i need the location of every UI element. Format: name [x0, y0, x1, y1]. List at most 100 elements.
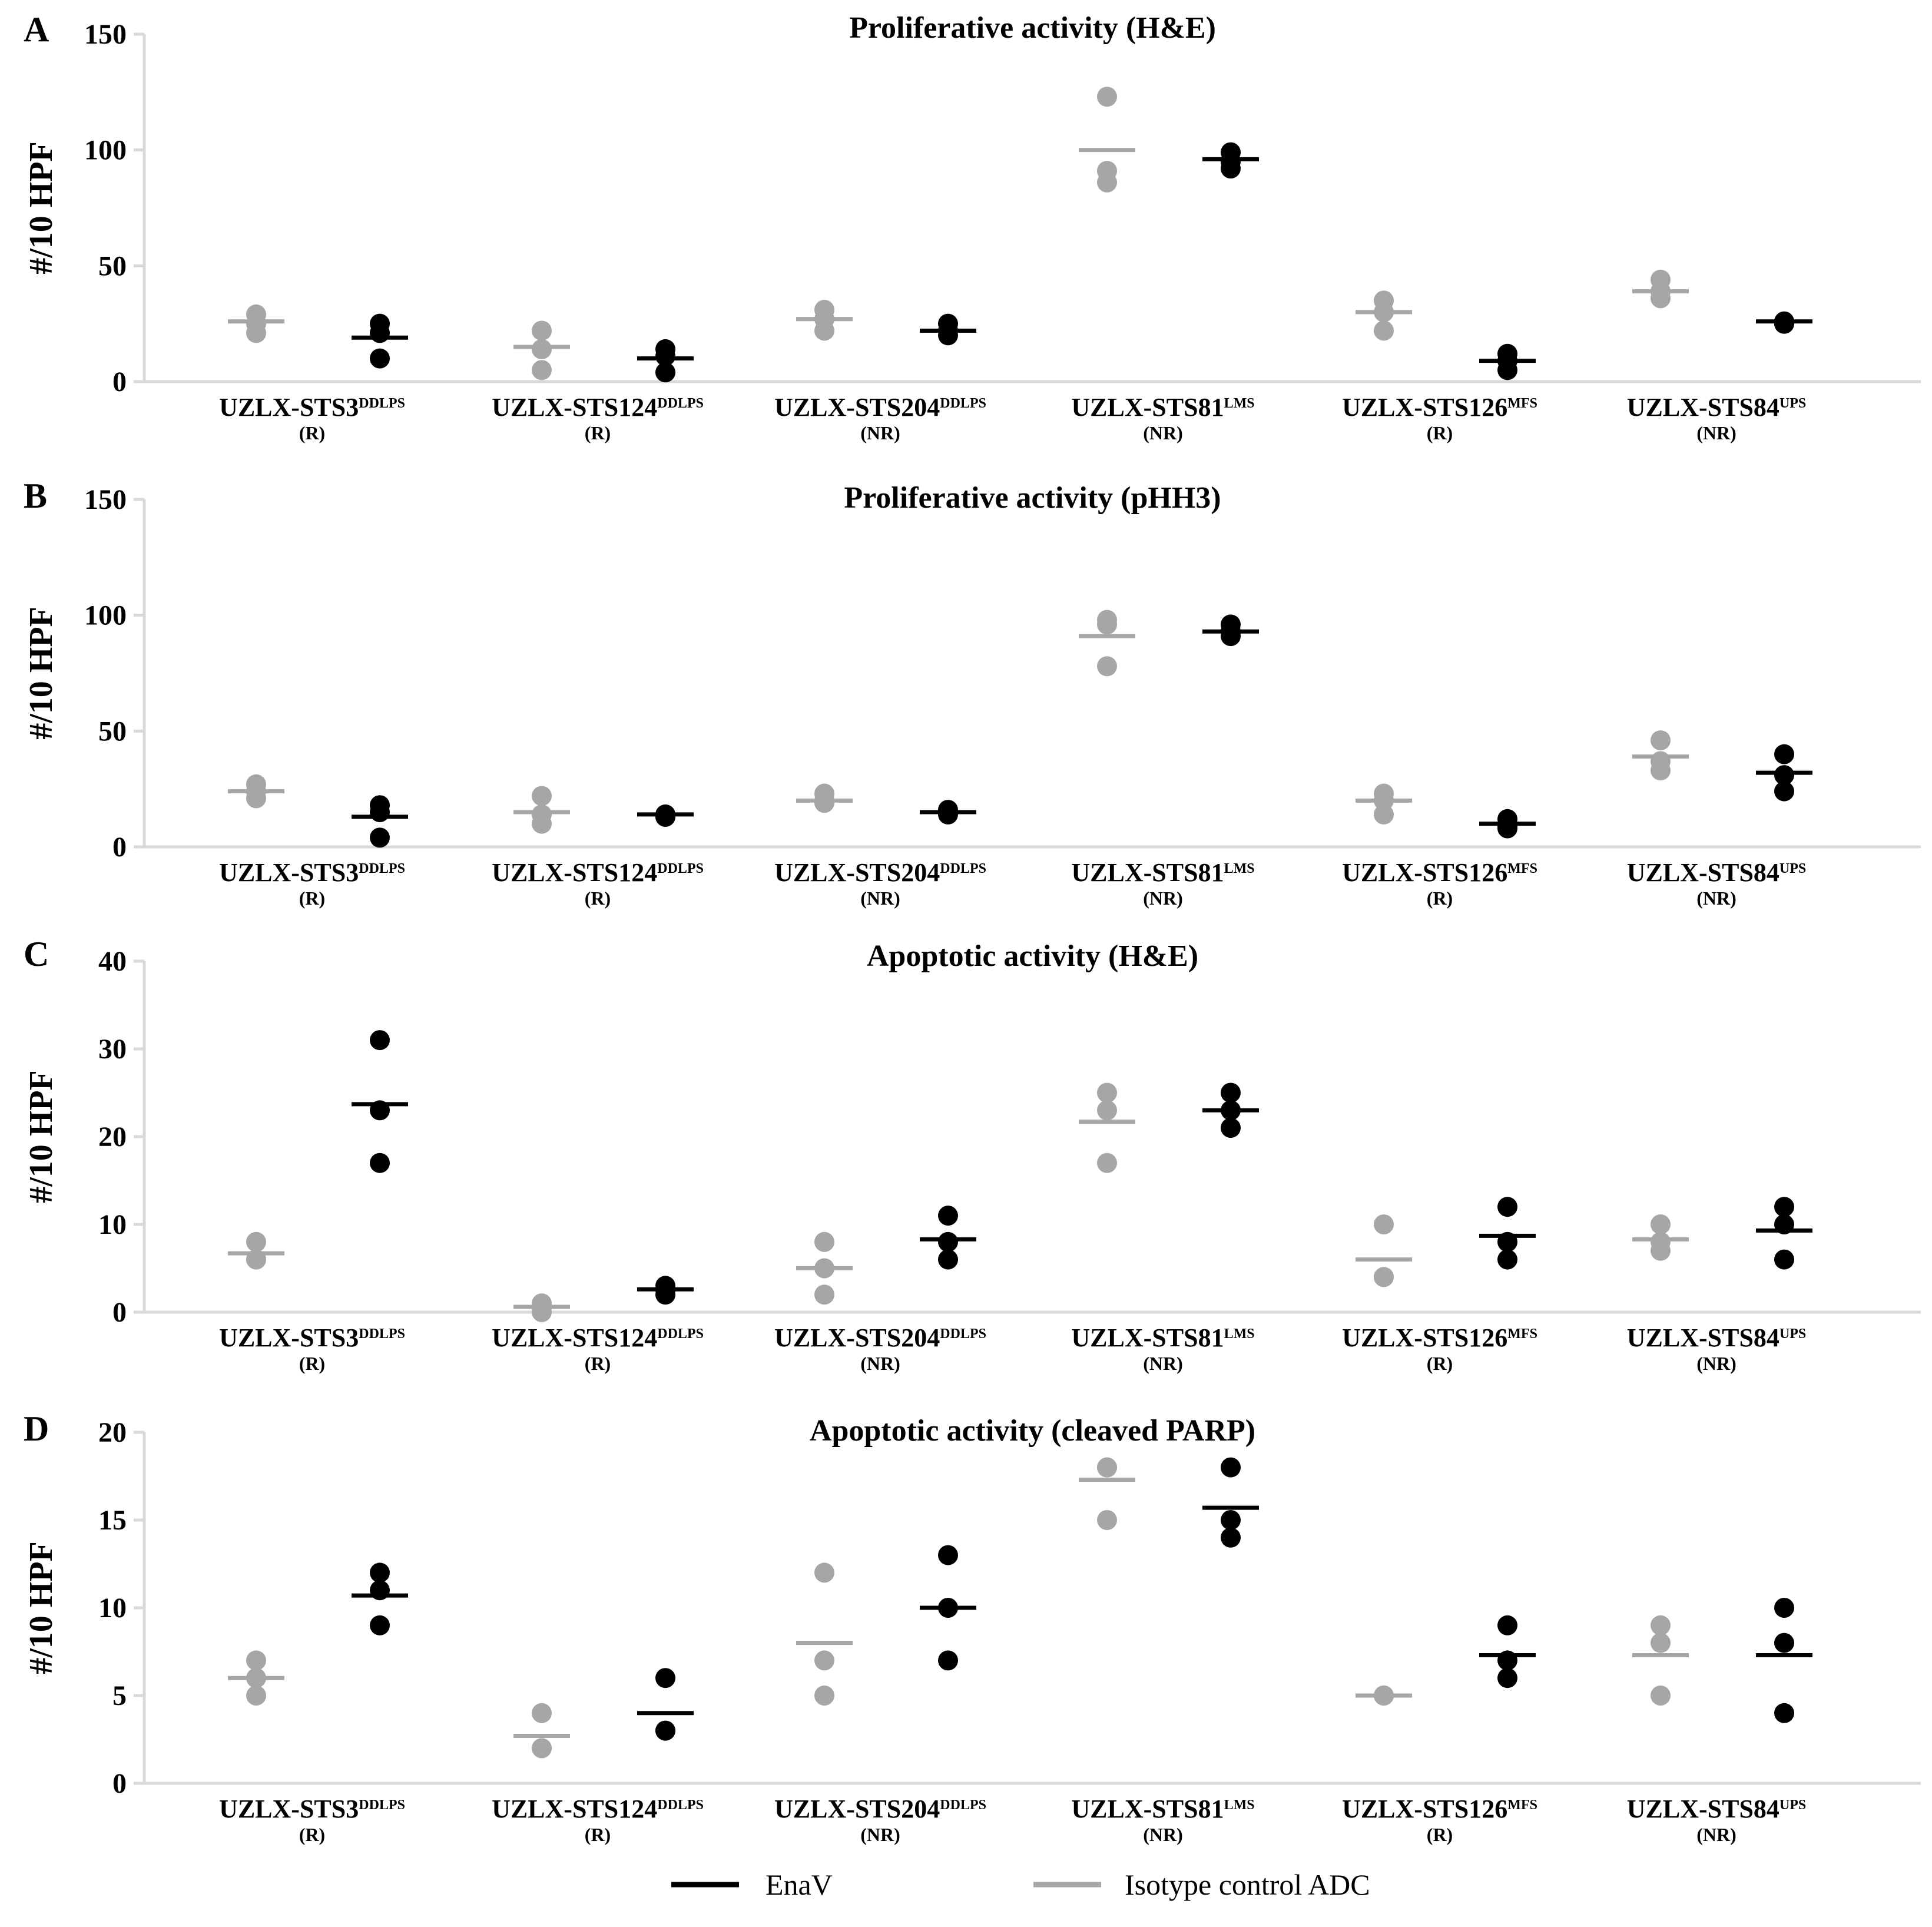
y-tick-label: 0 [112, 1768, 127, 1799]
data-point-isotype [532, 320, 552, 341]
x-tick-sublabel: (R) [299, 888, 325, 909]
x-tick-label: UZLX-STS81LMS [1071, 1794, 1254, 1823]
x-tick-sublabel: (NR) [1696, 422, 1737, 443]
data-point-enav [370, 802, 390, 822]
legend: EnaV Isotype control ADC [671, 1868, 1370, 1901]
x-tick-label: UZLX-STS126MFS [1342, 858, 1537, 887]
data-point-isotype [532, 786, 552, 806]
data-point-enav [655, 806, 675, 827]
data-point-enav [1774, 781, 1794, 802]
x-tick-sublabel: (R) [585, 1824, 611, 1845]
data-point-isotype [1097, 1153, 1117, 1173]
x-tick-sublabel: (R) [1427, 888, 1453, 909]
data-point-isotype [1374, 1214, 1394, 1234]
x-tick-label: UZLX-STS126MFS [1342, 1794, 1537, 1823]
y-axis-label: #/10 HPF [23, 607, 59, 740]
y-tick-label: 0 [112, 1297, 127, 1328]
y-tick-label: 0 [112, 832, 127, 863]
x-tick-sublabel: (NR) [860, 1353, 900, 1374]
panel-letter: C [24, 935, 49, 974]
y-tick-label: 50 [98, 250, 127, 282]
y-tick-label: 20 [98, 1417, 127, 1448]
x-tick-label: UZLX-STS81LMS [1071, 858, 1254, 887]
x-tick-sublabel: (NR) [1143, 1353, 1183, 1374]
x-tick-sublabel: (R) [299, 1353, 325, 1374]
data-point-enav [1497, 1249, 1517, 1270]
data-point-enav [938, 1249, 958, 1270]
x-tick-sublabel: (R) [299, 422, 325, 443]
x-tick-label: UZLX-STS126MFS [1342, 1323, 1537, 1352]
panel-letter: A [24, 10, 49, 49]
x-tick-label: UZLX-STS204DDLPS [774, 858, 986, 887]
data-point-isotype [814, 1686, 834, 1706]
data-point-enav [1497, 1668, 1517, 1688]
x-tick-sublabel: (NR) [1143, 888, 1183, 909]
data-point-isotype [532, 339, 552, 359]
data-point-enav [1221, 1082, 1241, 1103]
panels: A Proliferative activity (H&E)050100150#/… [23, 10, 1921, 1845]
x-tick-sublabel: (R) [585, 422, 611, 443]
data-point-enav [655, 1720, 675, 1741]
x-tick-sublabel: (NR) [1696, 1824, 1737, 1845]
data-point-isotype [1097, 172, 1117, 193]
data-point-isotype [814, 1284, 834, 1305]
data-point-enav [1774, 1703, 1794, 1723]
data-point-isotype [1651, 1615, 1671, 1635]
data-point-enav [1221, 1457, 1241, 1478]
x-tick-label: UZLX-STS3DDLPS [219, 1323, 405, 1352]
data-point-enav [1774, 765, 1794, 786]
x-tick-label: UZLX-STS84UPS [1627, 393, 1807, 422]
x-tick-label: UZLX-STS126MFS [1342, 393, 1537, 422]
data-point-enav [655, 346, 675, 366]
x-tick-sublabel: (R) [1427, 1824, 1453, 1845]
x-tick-sublabel: (NR) [1143, 1824, 1183, 1845]
panel-title: Apoptotic activity (H&E) [867, 939, 1198, 973]
x-tick-label: UZLX-STS204DDLPS [774, 1323, 986, 1352]
panel-title: Proliferative activity (H&E) [849, 11, 1216, 45]
x-tick-label: UZLX-STS84UPS [1627, 858, 1807, 887]
data-point-isotype [1651, 1214, 1671, 1234]
data-point-isotype [814, 793, 834, 813]
legend-label-enav: EnaV [765, 1868, 833, 1901]
data-point-isotype [1651, 730, 1671, 751]
x-tick-label: UZLX-STS81LMS [1071, 1323, 1254, 1352]
data-point-enav [1497, 1615, 1517, 1635]
x-tick-sublabel: (NR) [860, 888, 900, 909]
data-point-isotype [1097, 1100, 1117, 1121]
y-tick-label: 10 [98, 1592, 127, 1624]
data-point-enav [1774, 1197, 1794, 1217]
x-tick-sublabel: (NR) [1696, 1353, 1737, 1374]
data-point-enav [938, 1231, 958, 1252]
x-tick-label: UZLX-STS81LMS [1071, 393, 1254, 422]
data-point-isotype [1097, 1510, 1117, 1530]
data-point-enav [655, 362, 675, 383]
panel-title: Proliferative activity (pHH3) [844, 481, 1221, 515]
data-point-enav [370, 1615, 390, 1635]
data-point-enav [370, 1153, 390, 1173]
y-axis-label: #/10 HPF [23, 1070, 59, 1203]
x-tick-label: UZLX-STS84UPS [1627, 1323, 1807, 1352]
y-tick-label: 150 [84, 19, 127, 50]
chart-panel-a: A Proliferative activity (H&E) 0 50 100 150 #/… [23, 10, 1921, 443]
data-point-enav [370, 323, 390, 343]
x-tick-label: UZLX-STS3DDLPS [219, 1794, 405, 1823]
data-point-enav [655, 1668, 675, 1688]
x-tick-label: UZLX-STS124DDLPS [492, 858, 704, 887]
data-point-isotype [1097, 1082, 1117, 1103]
panel-title: Apoptotic activity (cleaved PARP) [810, 1414, 1255, 1448]
data-point-isotype [1097, 656, 1117, 677]
data-point-isotype [1097, 87, 1117, 107]
x-tick-label: UZLX-STS204DDLPS [774, 393, 986, 422]
data-point-enav [370, 348, 390, 369]
chart-panel-c: C Apoptotic activity (H&E) 0 10 20 30 40 #/10 H… [23, 935, 1921, 1374]
y-tick-label: 15 [98, 1505, 127, 1536]
data-point-isotype [246, 323, 266, 343]
data-point-enav [1221, 1118, 1241, 1138]
data-point-enav [370, 1030, 390, 1051]
data-point-isotype [1651, 760, 1671, 781]
x-tick-sublabel: (R) [299, 1824, 325, 1845]
data-point-enav [1774, 1633, 1794, 1653]
data-point-enav [1497, 1197, 1517, 1217]
data-point-enav [370, 827, 390, 848]
